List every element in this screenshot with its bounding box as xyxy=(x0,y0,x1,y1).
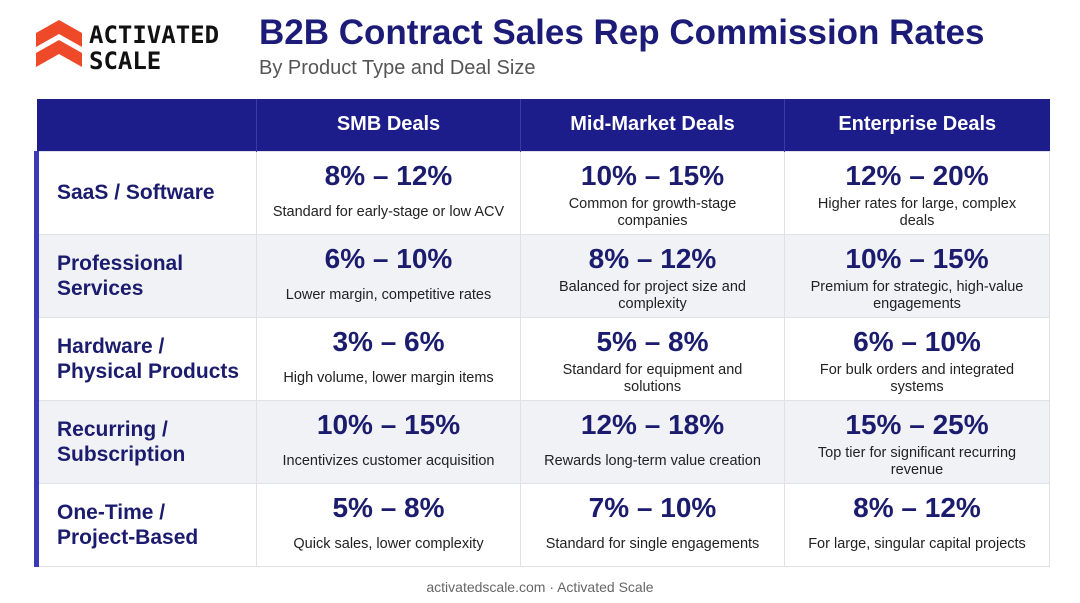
rate-cell-mid-market: 12% – 18% Rewards long-term value creatio… xyxy=(520,399,785,484)
rate-note: Standard for equipment and solutions xyxy=(562,361,743,395)
commission-rate-value: 12% – 20% xyxy=(845,159,989,191)
row-label-cell: Professional Services xyxy=(34,233,257,318)
rate-note: Standard for early-stage or low ACV xyxy=(272,204,505,220)
row-label-cell: Hardware / Physical Products xyxy=(34,316,257,401)
rate-note: For bulk orders and integrated systems xyxy=(819,361,1015,395)
rate-note: Balanced for project size and complexity xyxy=(559,278,746,312)
rate-note: High volume, lower margin items xyxy=(283,370,494,386)
page-title: B2B Contract Sales Rep Commission Rates xyxy=(259,13,985,52)
rate-cell-smb: 6% – 10% Lower margin, competitive rates xyxy=(256,233,521,318)
rate-cell-enterprise: 12% – 20% Higher rates for large, complex… xyxy=(784,150,1050,235)
column-header-corner xyxy=(36,99,257,151)
commission-rate-value: 8% – 12% xyxy=(588,242,717,274)
rate-cell-enterprise: 15% – 25% Top tier for significant recurr… xyxy=(784,399,1050,484)
rate-cell-mid-market: 7% – 10% Standard for single engagements xyxy=(520,482,785,567)
rate-cell-smb: 10% – 15% Incentivizes customer acquisiti… xyxy=(256,399,521,484)
table-row: Hardware / Physical Products 3% – 6% High … xyxy=(34,316,1050,401)
row-label-hardware-physical-products: Hardware / Physical Products xyxy=(57,334,240,383)
rate-note: Common for growth-stage companies xyxy=(568,195,737,229)
page-subtitle: By Product Type and Deal Size xyxy=(259,57,536,79)
column-header-enterprise: Enterprise Deals xyxy=(784,99,1050,151)
rate-note: For large, singular capital projects xyxy=(808,536,1026,552)
commission-rate-value: 15% – 25% xyxy=(845,408,989,440)
rate-note: Quick sales, lower complexity xyxy=(293,536,484,552)
commission-rate-value: 5% – 8% xyxy=(596,325,709,357)
row-label-professional-services: Professional Services xyxy=(57,251,184,300)
row-label-recurring-subscription: Recurring / Subscription xyxy=(57,417,186,466)
table-header-row: SMB Deals Mid-Market Deals Enterprise De… xyxy=(36,99,1050,151)
commission-rate-value: 10% – 15% xyxy=(580,159,725,191)
rate-note: Higher rates for large, complex deals xyxy=(817,195,1017,229)
rate-cell-smb: 5% – 8% Quick sales, lower complexity xyxy=(256,482,521,567)
rate-note: Top tier for significant recurring reven… xyxy=(817,444,1017,478)
commission-rate-value: 6% – 10% xyxy=(853,325,981,357)
commission-rate-value: 10% – 15% xyxy=(845,242,989,274)
commission-rate-value: 10% – 15% xyxy=(316,408,461,440)
row-label-saas-software: SaaS / Software xyxy=(57,181,215,204)
rate-note: Premium for strategic, high-value engage… xyxy=(810,278,1024,312)
rate-note: Standard for single engagements xyxy=(545,536,760,552)
commission-rate-value: 8% – 12% xyxy=(853,491,981,523)
rate-cell-smb: 8% – 12% Standard for early-stage or low … xyxy=(256,150,521,235)
footer-attribution: activatedscale.com · Activated Scale xyxy=(426,579,654,595)
table-row: Recurring / Subscription 10% – 15% Incenti… xyxy=(34,399,1050,484)
row-label-cell: SaaS / Software xyxy=(34,150,257,235)
table-row: SaaS / Software 8% – 12% Standard for earl… xyxy=(34,150,1050,235)
rate-cell-enterprise: 10% – 15% Premium for strategic, high-val… xyxy=(784,233,1050,318)
commission-rate-value: 5% – 8% xyxy=(332,491,445,523)
rate-note: Incentivizes customer acquisition xyxy=(282,453,495,469)
rate-cell-mid-market: 8% – 12% Balanced for project size and co… xyxy=(520,233,785,318)
row-label-cell: Recurring / Subscription xyxy=(34,399,257,484)
rate-note: Lower margin, competitive rates xyxy=(285,287,492,303)
table-row: One-Time / Project-Based 5% – 8% Quick sal… xyxy=(34,482,1050,567)
column-header-mid-market: Mid-Market Deals xyxy=(520,99,785,151)
commission-table: SMB Deals Mid-Market Deals Enterprise De… xyxy=(34,99,1050,567)
logo-text: ACTIVATED SCALE xyxy=(89,21,220,75)
commission-rate-value: 6% – 10% xyxy=(324,242,453,274)
column-header-smb: SMB Deals xyxy=(256,99,521,151)
rate-cell-smb: 3% – 6% High volume, lower margin items xyxy=(256,316,521,401)
commission-rate-value: 3% – 6% xyxy=(332,325,445,357)
logo: ACTIVATED SCALE xyxy=(36,20,236,76)
commission-rate-value: 8% – 12% xyxy=(324,159,453,191)
table-row: Professional Services 6% – 10% Lower margi… xyxy=(34,233,1050,318)
rate-cell-enterprise: 6% – 10% For bulk orders and integrated s… xyxy=(784,316,1050,401)
commission-rate-value: 7% – 10% xyxy=(588,491,717,523)
rate-cell-enterprise: 8% – 12% For large, singular capital proj… xyxy=(784,482,1050,567)
row-label-one-time-project-based: One-Time / Project-Based xyxy=(57,500,199,549)
rate-note: Rewards long-term value creation xyxy=(544,453,761,469)
row-label-cell: One-Time / Project-Based xyxy=(34,482,257,567)
rate-cell-mid-market: 5% – 8% Standard for equipment and soluti… xyxy=(520,316,785,401)
rate-cell-mid-market: 10% – 15% Common for growth-stage compani… xyxy=(520,150,785,235)
commission-rate-value: 12% – 18% xyxy=(580,408,725,440)
logo-mark-icon xyxy=(36,20,82,67)
